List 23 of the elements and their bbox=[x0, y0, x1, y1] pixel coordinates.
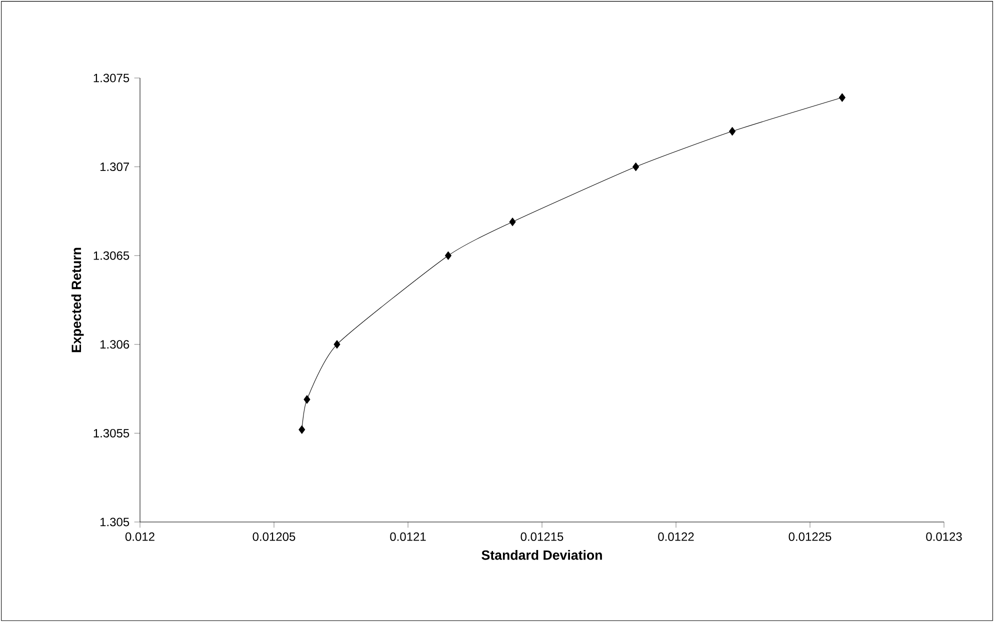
x-tick-label: 0.0122 bbox=[658, 532, 694, 541]
point bbox=[334, 340, 340, 349]
x-tick-label: 0.012 bbox=[125, 532, 154, 541]
point bbox=[509, 218, 516, 226]
y-tick-label: 1.3055 bbox=[94, 428, 130, 438]
point bbox=[838, 93, 846, 102]
point bbox=[729, 127, 736, 136]
point bbox=[632, 162, 640, 172]
y-tick-label: 1.3075 bbox=[94, 74, 130, 82]
point bbox=[444, 251, 452, 260]
point bbox=[304, 395, 310, 404]
x-axis-title: Standard Deviation bbox=[482, 550, 602, 560]
point bbox=[298, 425, 306, 434]
y-tick-label: 1.3065 bbox=[94, 251, 130, 260]
y-axis-title: Expected Return bbox=[71, 248, 84, 352]
y-tick-label: 1.307 bbox=[100, 162, 129, 172]
x-tick-label: 0.01225 bbox=[788, 532, 832, 541]
y-tick-label: 1.306 bbox=[100, 340, 130, 349]
x-tick-label: 0.01215 bbox=[520, 532, 564, 541]
x-tick-label: 0.0121 bbox=[390, 532, 426, 541]
y-tick-label: 1.305 bbox=[100, 518, 130, 526]
x-tick-label: 0.01205 bbox=[252, 532, 296, 541]
x-tick-label: 0.0123 bbox=[926, 532, 962, 541]
